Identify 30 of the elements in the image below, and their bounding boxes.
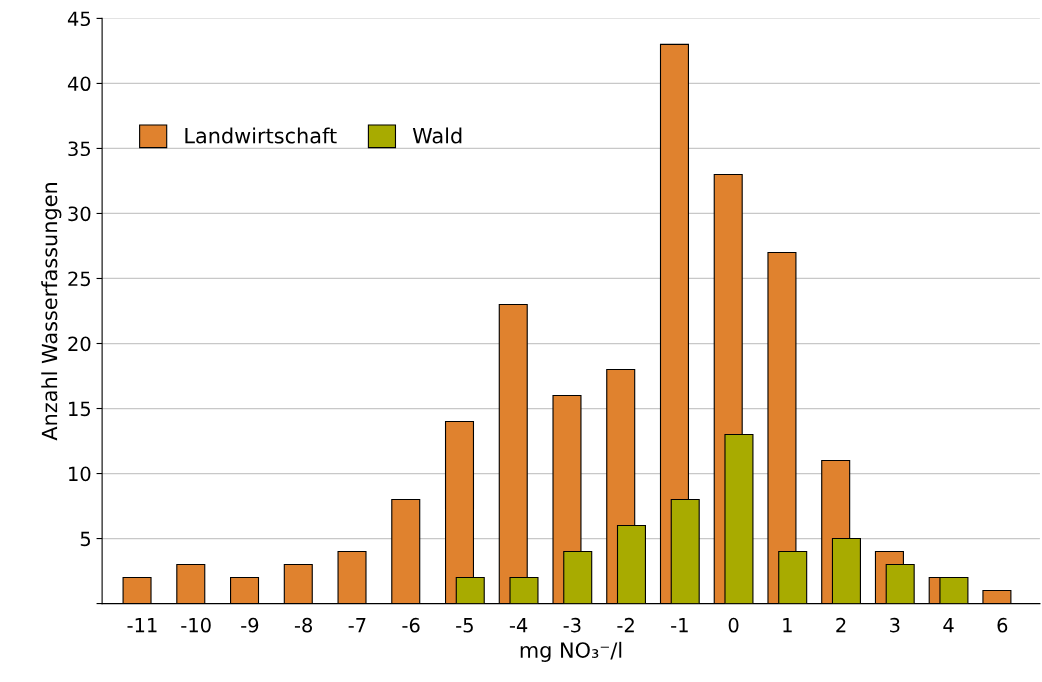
x-tick-label: 3 <box>890 617 900 633</box>
x-tick-label: -9 <box>241 617 259 633</box>
x-tick-label: -6 <box>402 617 420 633</box>
x-tick-label: 0 <box>728 617 739 633</box>
y-tick-label: 25 <box>68 271 90 287</box>
y-axis-title: Anzahl Wasserfassungen <box>41 183 62 441</box>
x-axis-title: mg NO₃⁻/l <box>520 641 622 662</box>
y-tick-label: 30 <box>68 206 91 222</box>
x-tick-label: -5 <box>456 618 473 633</box>
x-tick-label: -8 <box>294 617 313 633</box>
x-tick-label: 2 <box>836 617 846 633</box>
x-tick-label: -11 <box>127 618 157 633</box>
y-tick-label: 40 <box>67 76 91 92</box>
legend-label: Wald <box>412 127 462 144</box>
y-tick-label: 35 <box>68 141 90 157</box>
x-tick-label: -4 <box>509 618 528 633</box>
x-tick-label: 1 <box>783 618 792 633</box>
x-tick-label: -7 <box>348 618 366 633</box>
y-tick-label: 15 <box>69 401 90 417</box>
x-tick-label: -2 <box>617 617 634 633</box>
x-tick-label: -1 <box>671 618 688 633</box>
y-tick-label: 5 <box>80 531 90 547</box>
x-tick-label: -10 <box>181 617 211 633</box>
legend-label: Landwirtschaft <box>185 127 337 144</box>
x-tick-label: -3 <box>563 617 581 633</box>
y-tick-label: 10 <box>69 466 91 482</box>
x-tick-label: 4 <box>943 618 954 633</box>
y-tick-label: 45 <box>67 11 90 27</box>
y-tick-label: 20 <box>68 336 91 352</box>
x-tick-label: 6 <box>997 617 1008 633</box>
